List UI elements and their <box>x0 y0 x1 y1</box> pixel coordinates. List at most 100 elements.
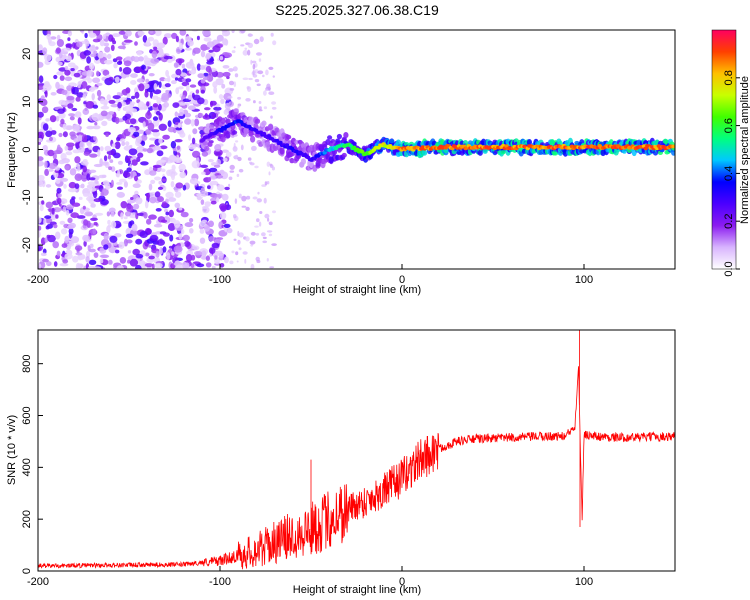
spectrogram-noise-blob <box>163 78 171 82</box>
spectrogram-noise-blob <box>167 223 176 231</box>
spectrogram-noise-blob <box>45 130 53 138</box>
spectrogram-noise-blob <box>142 121 146 128</box>
spectrogram-noise-blob <box>129 144 133 148</box>
spectrogram-noise-blob <box>113 233 122 238</box>
spectrogram-noise-blob <box>258 221 262 227</box>
spectrogram-noise-blob <box>38 137 43 143</box>
spectrogram-track-halo <box>422 149 428 156</box>
spectrogram-noise-blob <box>78 255 83 261</box>
spectrogram-noise-blob <box>222 157 228 162</box>
spectrogram-noise-blob <box>232 146 238 152</box>
spectrogram-noise-blob <box>108 166 113 171</box>
spectrogram-noise-blob <box>225 151 232 158</box>
spectrogram-noise-blob <box>64 66 69 71</box>
spectrogram-noise-blob <box>56 187 62 194</box>
spectrogram-noise-blob <box>108 99 116 104</box>
spectrogram-noise-blob <box>162 134 170 140</box>
spectrogram-noise-blob <box>58 132 63 138</box>
spectrogram-noise-blob <box>103 244 109 250</box>
spectrogram-noise-blob <box>53 224 58 229</box>
spectrogram-noise-blob <box>188 70 197 75</box>
spectrogram-noise-blob <box>208 68 213 76</box>
spectrogram-noise-blob <box>144 252 150 257</box>
spectrogram-noise-blob <box>83 240 87 247</box>
spectrogram-noise-blob <box>184 222 194 228</box>
spectrogram-noise-blob <box>252 63 256 70</box>
spectrogram-track-halo <box>327 135 333 140</box>
colorbar: 0.0 0.2 0.4 0.6 0.8 Normalized spectral ampl… <box>711 29 750 277</box>
spectrogram-noise-blob <box>258 101 262 104</box>
spectrogram-noise-blob <box>124 30 132 37</box>
spectrogram-noise-blob <box>207 176 212 182</box>
spectrogram-noise-blob <box>151 50 158 59</box>
spectrogram-noise-blob <box>231 250 235 254</box>
spectrogram-noise-blob <box>205 262 212 268</box>
spectrogram-track-halo <box>335 138 341 144</box>
spectrogram-noise-blob <box>86 184 95 190</box>
spectrogram-noise-blob <box>255 232 260 236</box>
spectrogram-noise-blob <box>64 145 69 151</box>
spectrogram-noise-blob <box>107 154 111 160</box>
spectrogram-noise-blob <box>165 89 170 94</box>
spectrogram-noise-blob <box>72 42 76 49</box>
spectrogram-noise-blob <box>247 42 253 49</box>
spectrogram-noise-blob <box>214 144 222 152</box>
spectrogram-noise-blob <box>258 109 263 112</box>
spectrogram-noise-blob <box>175 264 183 269</box>
spectrogram-noise-blob <box>123 60 132 67</box>
figure-title: S225.2025.327.06.38.C19 <box>275 2 439 18</box>
spectrogram-noise-blob <box>201 219 208 223</box>
spectrogram-noise-blob <box>148 214 157 220</box>
spectrogram-noise-blob <box>65 209 70 216</box>
spectrogram-noise-blob <box>149 30 154 34</box>
spectrogram-noise-blob <box>39 98 48 106</box>
spectrogram-noise-blob <box>90 217 98 221</box>
spectrogram-noise-blob <box>117 169 121 178</box>
spectrogram-noise-blob <box>166 252 171 261</box>
spectrogram-noise-blob <box>188 144 197 150</box>
spectrogram-noise-blob <box>242 251 248 255</box>
spectrogram-noise-blob <box>233 81 237 88</box>
spectrogram-noise-blob <box>214 194 222 200</box>
spectrogram-noise-blob <box>153 89 162 95</box>
spectrogram-noise-blob <box>221 193 229 201</box>
spectrogram-track-halo <box>225 118 231 125</box>
spectrogram-noise-blob <box>205 52 212 59</box>
spectrogram-noise-blob <box>174 77 179 81</box>
spectrogram-noise-blob <box>67 188 77 193</box>
spectrogram-noise-blob <box>176 145 181 150</box>
spectrogram-noise-blob <box>135 135 142 144</box>
spectrogram-noise-blob <box>67 37 71 42</box>
spectrogram-noise-blob <box>241 195 247 202</box>
spectrogram-noise-blob <box>137 152 144 158</box>
spectrogram-noise-blob <box>261 232 266 237</box>
spectrogram-noise-blob <box>117 186 123 190</box>
spectrogram-noise-blob <box>120 201 128 209</box>
spectrogram-y-label: Frequency (Hz) <box>6 112 18 188</box>
spectrogram-noise-blob <box>224 39 229 46</box>
spectrogram-noise-blob <box>99 259 104 264</box>
spectrogram-noise-blob <box>45 118 50 122</box>
spectrogram-noise-blob <box>214 239 222 244</box>
spectrogram-noise-blob <box>161 178 167 182</box>
spectrogram-noise-blob <box>171 80 177 85</box>
spectrogram-noise-blob <box>204 107 211 111</box>
spectrogram-noise-blob <box>115 117 120 124</box>
spectrogram-noise-blob <box>196 63 201 71</box>
spectrogram-noise-blob <box>268 91 275 95</box>
colorbar-ticks: 0.0 0.2 0.4 0.6 0.8 <box>723 70 740 277</box>
spectrogram-noise-blob <box>64 69 71 76</box>
spectrogram-noise-blob <box>272 210 276 214</box>
spectrogram-noise-blob <box>59 177 69 182</box>
spectrogram-noise-blob <box>208 236 215 242</box>
spectrogram-noise-blob <box>177 122 181 129</box>
spectrogram-noise-blob <box>208 220 214 228</box>
spectrogram-noise-blob <box>185 47 192 51</box>
spectrogram-noise-blob <box>233 46 236 49</box>
spectrogram-noise-blob <box>175 87 180 95</box>
spectrogram-noise-blob <box>212 45 221 53</box>
spectrogram-noise-blob <box>237 105 240 109</box>
spectrogram-noise-blob <box>228 183 231 187</box>
spectrogram-noise-blob <box>219 203 227 211</box>
spectrogram-noise-blob <box>126 199 135 204</box>
